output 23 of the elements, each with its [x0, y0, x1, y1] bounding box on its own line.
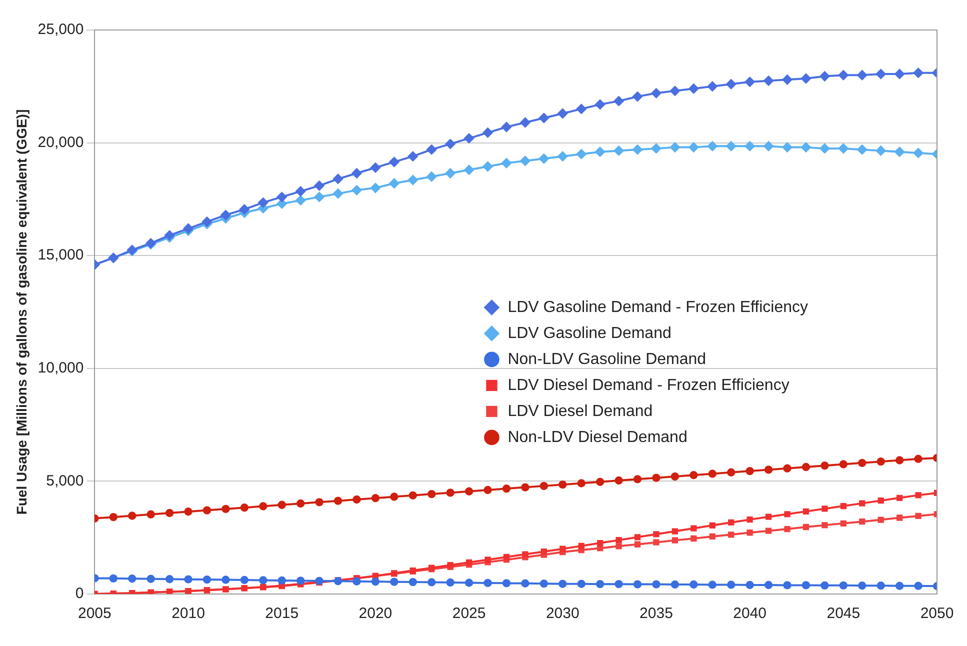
x-tick-label: 2015 [265, 605, 299, 622]
y-tick-label: 25,000 [38, 21, 84, 38]
x-tick-label: 2030 [546, 605, 580, 622]
y-tick-label: 20,000 [38, 134, 84, 151]
x-tick-label: 2025 [452, 605, 486, 622]
x-tick-label: 2040 [733, 605, 767, 622]
legend-label: Non-LDV Diesel Demand [508, 428, 688, 446]
x-tick-label: 2050 [920, 605, 954, 622]
legend-label: LDV Gasoline Demand [508, 324, 672, 342]
y-axis-title: Fuel Usage [Millions of gallons of gasoline equivalent (GGE)] [13, 109, 30, 515]
legend-label: Non-LDV Gasoline Demand [508, 350, 706, 368]
legend-label: LDV Diesel Demand [508, 402, 653, 420]
y-tick-label: 0 [75, 585, 84, 602]
x-tick-label: 2010 [172, 605, 205, 622]
x-tick-label: 2035 [640, 605, 673, 622]
x-tick-label: 2045 [826, 605, 860, 622]
y-tick-label: 15,000 [38, 246, 84, 264]
y-tick-label: 10,000 [38, 360, 84, 377]
x-tick-label: 2020 [358, 605, 392, 622]
legend-label: LDV Diesel Demand - Frozen Efficiency [508, 376, 790, 394]
legend-label: LDV Gasoline Demand - Frozen Efficiency [508, 298, 808, 316]
x-tick-label: 2005 [78, 605, 112, 622]
y-tick-label: 5,000 [46, 472, 84, 490]
